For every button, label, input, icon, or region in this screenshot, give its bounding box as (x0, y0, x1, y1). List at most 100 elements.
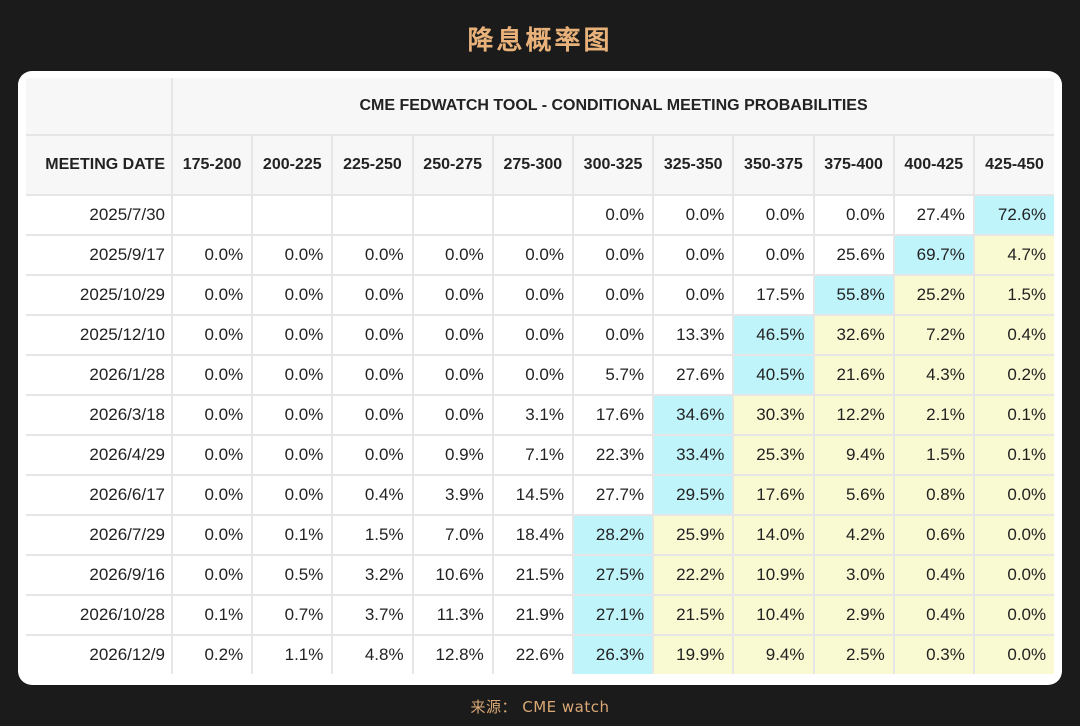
probability-cell: 34.6% (652, 394, 735, 436)
meeting-date-cell: 2026/3/18 (26, 394, 173, 436)
table-row: 2026/10/28 0.1% 0.7% 3.7% 11.3% 21.9% 27.1% 21.… (26, 594, 1055, 636)
probability-cell (411, 194, 494, 236)
probability-cell: 32.6% (812, 314, 895, 356)
probability-cell: 0.0% (251, 474, 334, 516)
table-row: 2025/10/29 0.0% 0.0% 0.0% 0.0% 0.0% 0.0% 0.0% 17… (26, 274, 1055, 316)
probability-cell: 0.0% (411, 354, 494, 396)
probability-cell: 7.0% (411, 514, 494, 556)
probability-cell: 0.0% (331, 394, 414, 436)
probability-cell: 0.0% (972, 474, 1055, 516)
probability-cell: 1.5% (972, 274, 1055, 316)
probability-cell: 0.0% (411, 274, 494, 316)
probability-cell: 0.0% (812, 194, 895, 236)
probability-cell: 25.9% (652, 514, 735, 556)
meeting-date-cell: 2025/9/17 (26, 234, 173, 276)
probability-cell: 14.5% (491, 474, 574, 516)
probability-cell: 2.5% (812, 634, 895, 674)
meeting-date-cell: 2026/12/9 (26, 634, 173, 674)
probability-cell: 21.5% (652, 594, 735, 636)
probability-cell: 0.0% (411, 394, 494, 436)
probability-cell: 46.5% (732, 314, 815, 356)
probability-cell: 0.1% (972, 394, 1055, 436)
probability-cell: 0.0% (571, 274, 655, 316)
probability-cell: 0.0% (491, 314, 574, 356)
probability-cell: 1.5% (892, 434, 975, 476)
probability-cell: 9.4% (732, 634, 815, 674)
column-header-250-275: 250-275 (411, 134, 494, 196)
probability-cell: 0.9% (411, 434, 494, 476)
probability-cell: 22.2% (652, 554, 735, 596)
probability-cell: 19.9% (652, 634, 735, 674)
probability-cell: 0.0% (732, 194, 815, 236)
probability-cell: 69.7% (892, 234, 975, 276)
probability-cell (491, 194, 574, 236)
probability-cell: 0.0% (972, 634, 1055, 674)
probability-cell: 21.5% (491, 554, 574, 596)
probability-cell: 27.5% (571, 554, 655, 596)
table-row: 2026/12/9 0.2% 1.1% 4.8% 12.8% 22.6% 26.3% 19.9… (26, 634, 1055, 674)
probability-cell: 0.4% (892, 554, 975, 596)
table-row: 2026/4/29 0.0% 0.0% 0.0% 0.9% 7.1% 22.3% 33.4% 2… (26, 434, 1055, 476)
column-header-175-200: 175-200 (170, 134, 254, 196)
probability-cell: 25.3% (732, 434, 815, 476)
probability-cell: 3.2% (331, 554, 414, 596)
meeting-date-cell: 2026/7/29 (26, 514, 173, 556)
probability-cell: 0.1% (972, 434, 1055, 476)
probability-cell: 0.0% (170, 554, 254, 596)
probability-cell: 0.4% (331, 474, 414, 516)
probability-cell: 10.9% (732, 554, 815, 596)
probability-cell: 18.4% (491, 514, 574, 556)
column-header-375-400: 375-400 (812, 134, 895, 196)
column-header-225-250: 225-250 (331, 134, 414, 196)
probability-cell (331, 194, 414, 236)
probability-cell: 0.0% (251, 234, 334, 276)
probability-cell: 3.7% (331, 594, 414, 636)
probability-cell: 0.0% (331, 234, 414, 276)
table-row: 2025/7/30 0.0% 0.0% 0.0% 0.0% 27.4% 72.6% (26, 194, 1055, 236)
probability-cell: 0.0% (571, 194, 655, 236)
probability-cell: 10.6% (411, 554, 494, 596)
probability-cell: 13.3% (652, 314, 735, 356)
probability-cell: 4.8% (331, 634, 414, 674)
corner-cell (26, 78, 173, 136)
probability-cell: 0.0% (251, 314, 334, 356)
probability-cell: 0.0% (251, 274, 334, 316)
probability-cell: 17.5% (732, 274, 815, 316)
probability-cell: 4.7% (972, 234, 1055, 276)
probability-cell: 0.0% (170, 354, 254, 396)
probability-cell: 0.0% (170, 434, 254, 476)
probability-cell: 12.8% (411, 634, 494, 674)
probability-cell: 27.6% (652, 354, 735, 396)
probability-cell: 1.5% (331, 514, 414, 556)
probability-cell: 0.0% (170, 234, 254, 276)
probability-cell: 0.0% (652, 234, 735, 276)
probability-cell: 0.0% (170, 514, 254, 556)
probability-cell: 0.1% (170, 594, 254, 636)
probability-cell: 0.3% (892, 634, 975, 674)
probability-cell: 3.0% (812, 554, 895, 596)
meeting-date-cell: 2026/6/17 (26, 474, 173, 516)
probability-cell: 0.0% (972, 554, 1055, 596)
probability-cell: 0.0% (170, 474, 254, 516)
probability-cell: 0.0% (411, 234, 494, 276)
probability-cell: 5.7% (571, 354, 655, 396)
source-note: 来源： CME watch (470, 698, 610, 716)
probability-cell: 0.0% (251, 394, 334, 436)
column-header-row: MEETING DATE 175-200 200-225 225-250 250-27… (26, 134, 1055, 196)
table-caption: CME FEDWATCH TOOL - CONDITIONAL MEETING … (170, 78, 1055, 136)
probability-cell: 0.0% (331, 354, 414, 396)
probability-cell: 55.8% (812, 274, 895, 316)
probability-cell: 0.0% (972, 514, 1055, 556)
meeting-date-cell: 2025/12/10 (26, 314, 173, 356)
probability-cell: 0.0% (170, 394, 254, 436)
column-header-425-450: 425-450 (972, 134, 1055, 196)
probability-cell: 0.0% (331, 314, 414, 356)
probability-cell: 1.1% (251, 634, 334, 674)
probability-cell: 11.3% (411, 594, 494, 636)
table-body: 2025/7/30 0.0% 0.0% 0.0% 0.0% 27.4% 72.6% 2025/… (26, 194, 1055, 674)
probability-cell: 0.0% (732, 234, 815, 276)
probability-cell (251, 194, 334, 236)
probability-cell: 2.1% (892, 394, 975, 436)
probability-cell: 7.2% (892, 314, 975, 356)
probability-cell: 27.4% (892, 194, 975, 236)
